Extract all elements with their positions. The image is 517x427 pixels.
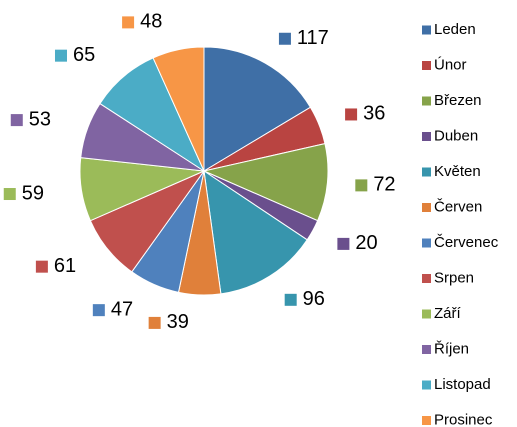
data-label: 96 [303,288,325,310]
label-swatch [337,237,350,250]
label-swatch [3,188,16,201]
legend-swatch [422,309,431,319]
data-label: 72 [373,174,395,196]
data-label: 20 [355,232,377,254]
data-label: 117 [297,27,329,49]
data-label: 59 [22,182,44,204]
legend-label: Srpen [434,269,474,286]
pie-slice [202,143,329,222]
legend-swatch [422,238,431,248]
legend-swatch [422,274,431,283]
legend-label: Únor [434,56,467,73]
data-label: 53 [29,108,51,130]
legend-label: Červen [434,198,482,215]
legend-label: Prosinec [434,411,493,427]
legend-swatch [422,25,431,35]
legend-label: Duben [434,127,478,144]
legend-label: Září [434,305,462,322]
legend-swatch [422,96,431,106]
legend-swatch [422,61,431,70]
legend-swatch [422,380,431,390]
data-label: 48 [140,11,162,33]
legend-label: Květen [434,163,481,180]
pie-slice [203,169,308,295]
label-swatch [278,32,291,45]
legend-swatch [422,203,431,212]
label-swatch [284,293,297,306]
data-label: 39 [167,311,189,333]
label-swatch [148,316,161,329]
data-label: 36 [363,103,385,125]
label-swatch [122,16,135,29]
legend-swatch [422,416,431,425]
label-swatch [345,108,358,121]
legend-swatch [422,345,431,354]
legend-swatch [422,132,431,141]
pie-slice [203,46,312,172]
label-swatch [92,304,105,317]
legend-label: Leden [434,21,476,38]
label-swatch [10,114,23,127]
data-label: 47 [111,298,133,320]
legend-label: Říjen [434,340,469,357]
label-swatch [355,179,368,192]
pie-slice [152,46,205,172]
label-swatch [35,260,48,273]
legend-label: Listopad [434,376,491,393]
legend-label: Červenec [434,234,499,251]
data-label: 61 [54,255,76,277]
legend-swatch [422,167,431,177]
label-swatch [54,49,67,62]
legend-label: Březen [434,92,482,109]
data-label: 65 [73,44,95,66]
